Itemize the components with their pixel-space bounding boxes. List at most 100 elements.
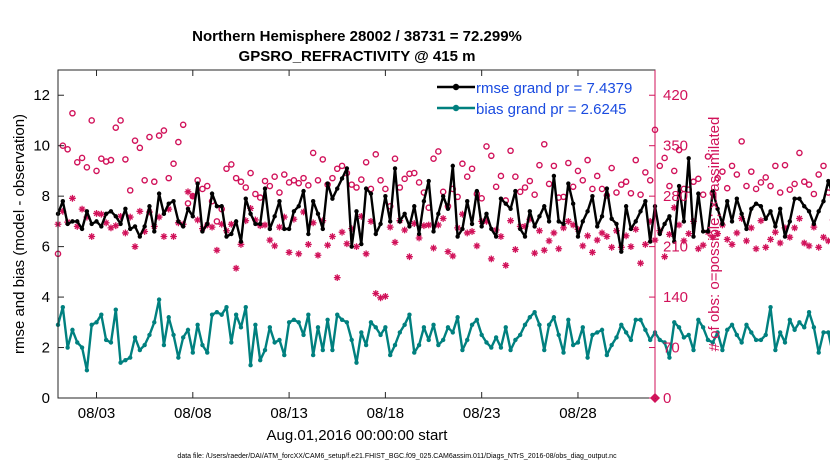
obs-possible-point (353, 184, 360, 191)
obs-assimilated-point (820, 233, 827, 241)
obs-possible-point (131, 137, 139, 144)
obs-assimilated-point (357, 212, 365, 220)
bias-point (325, 317, 330, 322)
obs-possible-point (203, 182, 211, 190)
obs-assimilated-point (622, 232, 630, 240)
rmse-point (344, 166, 350, 171)
obs-assimilated-point (343, 240, 351, 248)
obs-assimilated-point (728, 241, 736, 248)
rmse-point (397, 219, 403, 224)
bias-point (137, 347, 143, 353)
bias-point (657, 337, 663, 343)
rmse-point (229, 231, 234, 237)
obs-possible-point (179, 121, 187, 129)
rmse-point (200, 229, 205, 234)
obs-assimilated-point (314, 251, 322, 259)
bias-point (749, 330, 754, 335)
obs-possible-point (69, 109, 76, 117)
obs-possible-point (377, 176, 384, 184)
bias-point (229, 340, 234, 345)
obs-possible-point (213, 218, 221, 225)
bias-point (397, 330, 403, 335)
obs-assimilated-point (122, 229, 129, 237)
rmse-point (392, 166, 398, 171)
obs-possible-point (579, 176, 587, 184)
rmse-point (744, 226, 749, 232)
obs-possible-point (617, 181, 625, 188)
obs-assimilated-point (377, 294, 384, 302)
rmse-point (758, 204, 764, 209)
legend-bias-marker (452, 104, 460, 112)
obs-assimilated-point (593, 236, 601, 244)
bias-point (619, 322, 624, 328)
obs-assimilated-point (59, 207, 67, 215)
obs-assimilated-point (810, 223, 818, 231)
y-right-tick-label: 280 (663, 188, 688, 205)
bias-point (171, 332, 176, 338)
bias-point (243, 304, 248, 310)
bias-point (277, 337, 282, 343)
bias-point (450, 330, 455, 335)
obs-possible-point (488, 152, 495, 160)
obs-assimilated-point (165, 205, 173, 213)
bias-point (84, 368, 90, 373)
bias-point (267, 325, 273, 330)
legend-bias-label: bias grand pr = 2.6245 (476, 101, 627, 118)
rmse-point (310, 199, 316, 204)
obs-possible-point (796, 149, 803, 157)
obs-assimilated-point (781, 224, 789, 232)
obs-possible-point (280, 171, 288, 178)
y-right-tick-label: 0 (663, 390, 671, 407)
rmse-point (585, 209, 590, 214)
rmse-point (753, 201, 759, 206)
bias-point (725, 327, 730, 333)
bias-point (440, 337, 446, 343)
obs-possible-point (146, 133, 153, 141)
rmse-point (267, 226, 273, 232)
rmse-point (60, 199, 66, 204)
obs-possible-point (815, 171, 822, 178)
obs-assimilated-point (502, 261, 510, 269)
bias-point (402, 322, 407, 328)
obs-assimilated-point (694, 245, 702, 253)
bias-point (696, 317, 701, 322)
rmse-point (161, 211, 167, 217)
bias-point (474, 317, 480, 322)
obs-assimilated-point (266, 236, 274, 244)
bias-point (522, 322, 528, 328)
bias-point (826, 330, 830, 335)
bias-point (821, 330, 826, 335)
rmse-point (696, 191, 701, 196)
obs-assimilated-point (786, 233, 794, 241)
obs-possible-point (266, 182, 274, 190)
obs-possible-point (64, 145, 71, 153)
rmse-point (638, 209, 643, 214)
bias-point (753, 337, 759, 343)
obs-possible-point (723, 184, 731, 192)
obs-assimilated-point (661, 253, 669, 261)
rmse-point (479, 224, 484, 229)
obs-assimilated-point (579, 242, 587, 250)
obs-assimilated-point (569, 221, 577, 229)
rmse-point (330, 196, 335, 201)
bias-point (431, 322, 436, 328)
obs-assimilated-point (560, 224, 567, 232)
obs-possible-point (757, 179, 765, 186)
bias-point (118, 360, 123, 365)
rmse-point (508, 206, 513, 211)
rmse-point (180, 224, 186, 229)
obs-assimilated-point (805, 242, 813, 250)
obs-assimilated-point (738, 215, 746, 222)
obs-possible-point (117, 117, 124, 124)
rmse-point (75, 219, 80, 224)
obs-possible-point (338, 162, 346, 170)
obs-assimilated-point (107, 224, 115, 232)
bias-point (65, 345, 70, 350)
rmse-point (816, 209, 821, 214)
obs-assimilated-point (83, 213, 91, 221)
obs-possible-point (637, 191, 644, 199)
bias-point (310, 352, 316, 358)
obs-possible-point (329, 174, 336, 182)
bias-point (94, 320, 99, 325)
obs-assimilated-point (641, 241, 649, 248)
